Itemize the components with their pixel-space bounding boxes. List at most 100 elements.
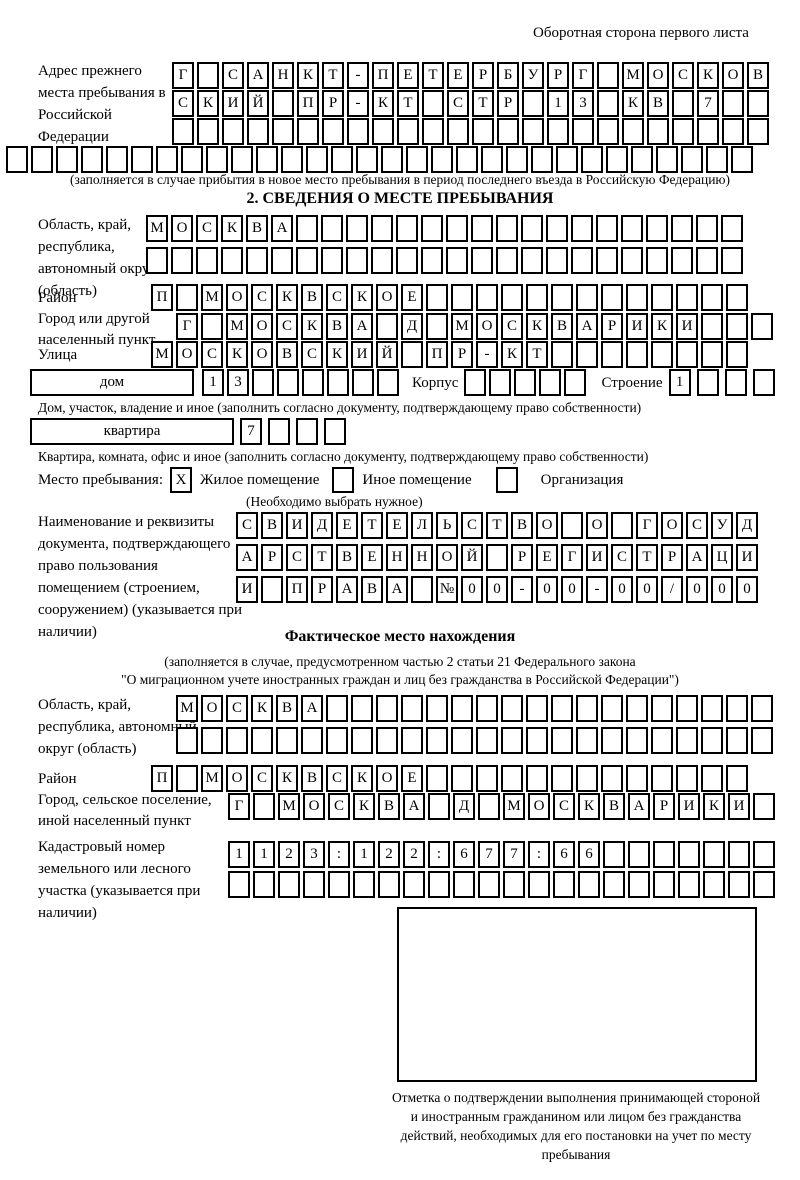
char-cell[interactable] bbox=[371, 215, 393, 242]
char-cell[interactable] bbox=[451, 284, 473, 311]
char-cell[interactable]: О bbox=[376, 284, 398, 311]
char-cell[interactable]: 2 bbox=[278, 841, 300, 868]
char-cell[interactable]: Е bbox=[401, 284, 423, 311]
char-cell[interactable]: Т bbox=[422, 62, 444, 89]
char-cell[interactable]: Р bbox=[511, 544, 533, 571]
char-cell[interactable] bbox=[724, 369, 747, 396]
char-cell[interactable]: В bbox=[378, 793, 400, 820]
char-cell[interactable] bbox=[603, 871, 625, 898]
char-cell[interactable]: Е bbox=[386, 512, 408, 539]
char-cell[interactable] bbox=[672, 118, 694, 145]
char-cell[interactable]: С bbox=[461, 512, 483, 539]
char-cell[interactable] bbox=[526, 727, 548, 754]
char-cell[interactable] bbox=[131, 146, 153, 173]
char-cell[interactable]: 7 bbox=[478, 841, 500, 868]
char-cell[interactable]: Ь bbox=[436, 512, 458, 539]
char-cell[interactable]: Й bbox=[247, 90, 269, 117]
char-cell[interactable]: А bbox=[628, 793, 650, 820]
char-cell[interactable] bbox=[597, 118, 619, 145]
char-cell[interactable] bbox=[752, 369, 775, 396]
char-cell[interactable] bbox=[326, 695, 348, 722]
char-cell[interactable] bbox=[181, 146, 203, 173]
char-cell[interactable]: - bbox=[586, 576, 608, 603]
char-cell[interactable]: Р bbox=[311, 576, 333, 603]
char-cell[interactable]: В bbox=[246, 215, 268, 242]
char-cell[interactable]: У bbox=[522, 62, 544, 89]
char-cell[interactable] bbox=[81, 146, 103, 173]
char-cell[interactable]: П bbox=[151, 765, 173, 792]
char-cell[interactable] bbox=[551, 695, 573, 722]
char-cell[interactable] bbox=[651, 341, 673, 368]
char-cell[interactable]: А bbox=[386, 576, 408, 603]
char-cell[interactable] bbox=[201, 313, 223, 340]
char-cell[interactable] bbox=[751, 727, 773, 754]
char-cell[interactable] bbox=[521, 215, 543, 242]
char-cell[interactable]: П bbox=[151, 284, 173, 311]
char-cell[interactable] bbox=[651, 284, 673, 311]
char-cell[interactable] bbox=[201, 727, 223, 754]
char-cell[interactable]: 1 bbox=[668, 369, 691, 396]
char-cell[interactable] bbox=[626, 695, 648, 722]
char-cell[interactable]: Т bbox=[311, 544, 333, 571]
char-cell[interactable]: 2 bbox=[403, 841, 425, 868]
char-cell[interactable] bbox=[651, 765, 673, 792]
char-cell[interactable] bbox=[327, 369, 349, 396]
char-cell[interactable] bbox=[701, 727, 723, 754]
char-cell[interactable]: В bbox=[261, 512, 283, 539]
char-cell[interactable]: 1 bbox=[202, 369, 224, 396]
char-cell[interactable] bbox=[696, 247, 718, 274]
char-cell[interactable] bbox=[703, 871, 725, 898]
char-cell[interactable] bbox=[231, 146, 253, 173]
char-cell[interactable] bbox=[256, 146, 278, 173]
char-cell[interactable] bbox=[346, 215, 368, 242]
char-cell[interactable]: М bbox=[451, 313, 473, 340]
char-cell[interactable]: Г bbox=[636, 512, 658, 539]
char-cell[interactable] bbox=[156, 146, 178, 173]
char-cell[interactable] bbox=[506, 146, 528, 173]
char-cell[interactable] bbox=[281, 146, 303, 173]
char-cell[interactable]: Г bbox=[172, 62, 194, 89]
char-cell[interactable]: И bbox=[678, 793, 700, 820]
char-cell[interactable] bbox=[576, 284, 598, 311]
char-cell[interactable]: С bbox=[226, 695, 248, 722]
char-cell[interactable]: Р bbox=[322, 90, 344, 117]
char-cell[interactable] bbox=[306, 146, 328, 173]
char-cell[interactable] bbox=[296, 247, 318, 274]
char-cell[interactable]: А bbox=[247, 62, 269, 89]
char-cell[interactable]: А bbox=[351, 313, 373, 340]
char-cell[interactable]: 0 bbox=[636, 576, 658, 603]
char-cell[interactable]: К bbox=[372, 90, 394, 117]
char-cell[interactable] bbox=[401, 341, 423, 368]
char-cell[interactable] bbox=[676, 695, 698, 722]
char-cell[interactable]: С bbox=[447, 90, 469, 117]
char-cell[interactable] bbox=[303, 871, 325, 898]
char-cell[interactable]: № bbox=[436, 576, 458, 603]
char-cell[interactable] bbox=[678, 871, 700, 898]
char-cell[interactable]: : bbox=[328, 841, 350, 868]
char-cell[interactable]: Т bbox=[486, 512, 508, 539]
char-cell[interactable] bbox=[351, 695, 373, 722]
char-cell[interactable] bbox=[521, 247, 543, 274]
char-cell[interactable] bbox=[277, 369, 299, 396]
char-cell[interactable]: В bbox=[361, 576, 383, 603]
char-cell[interactable]: К bbox=[276, 284, 298, 311]
char-cell[interactable]: П bbox=[372, 62, 394, 89]
char-cell[interactable]: С bbox=[251, 765, 273, 792]
char-cell[interactable] bbox=[721, 215, 743, 242]
char-cell[interactable]: Т bbox=[361, 512, 383, 539]
char-cell[interactable] bbox=[676, 727, 698, 754]
char-cell[interactable] bbox=[428, 871, 450, 898]
char-cell[interactable] bbox=[656, 146, 678, 173]
char-cell[interactable]: Е bbox=[536, 544, 558, 571]
char-cell[interactable]: Е bbox=[397, 62, 419, 89]
char-cell[interactable]: 1 bbox=[547, 90, 569, 117]
char-cell[interactable]: У bbox=[711, 512, 733, 539]
char-cell[interactable] bbox=[296, 215, 318, 242]
char-cell[interactable] bbox=[626, 727, 648, 754]
char-cell[interactable] bbox=[753, 841, 775, 868]
char-cell[interactable] bbox=[522, 90, 544, 117]
char-cell[interactable] bbox=[352, 369, 374, 396]
char-cell[interactable]: Н bbox=[411, 544, 433, 571]
char-cell[interactable] bbox=[571, 215, 593, 242]
char-cell[interactable] bbox=[228, 871, 250, 898]
